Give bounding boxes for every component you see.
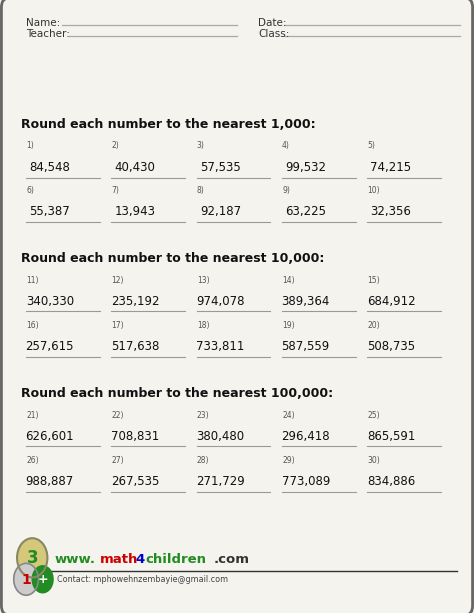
- Text: 865,591: 865,591: [367, 430, 415, 443]
- Text: 17): 17): [111, 321, 124, 330]
- Text: 24): 24): [282, 411, 295, 420]
- Text: 508,735: 508,735: [367, 340, 415, 353]
- Text: 257,615: 257,615: [26, 340, 74, 353]
- Text: 13,943: 13,943: [115, 205, 155, 218]
- Text: 26): 26): [26, 456, 39, 465]
- Text: 32,356: 32,356: [371, 205, 411, 218]
- Text: 13): 13): [197, 276, 210, 285]
- Text: 99,532: 99,532: [285, 161, 326, 173]
- Text: 29): 29): [282, 456, 295, 465]
- Text: 25): 25): [367, 411, 380, 420]
- Text: 12): 12): [111, 276, 124, 285]
- Text: 988,887: 988,887: [26, 475, 74, 488]
- Text: 9): 9): [282, 186, 290, 195]
- Circle shape: [14, 563, 38, 595]
- Text: 40,430: 40,430: [115, 161, 155, 173]
- Text: 8): 8): [197, 186, 204, 195]
- Text: math: math: [100, 553, 138, 566]
- Text: 733,811: 733,811: [196, 340, 245, 353]
- Text: 3: 3: [27, 549, 38, 568]
- Text: children: children: [146, 553, 207, 566]
- Text: 55,387: 55,387: [29, 205, 70, 218]
- Text: 587,559: 587,559: [282, 340, 330, 353]
- Text: 21): 21): [26, 411, 38, 420]
- Text: 14): 14): [282, 276, 295, 285]
- Text: 23): 23): [197, 411, 210, 420]
- Text: 6): 6): [26, 186, 34, 195]
- Text: 267,535: 267,535: [111, 475, 159, 488]
- Text: Round each number to the nearest 10,000:: Round each number to the nearest 10,000:: [21, 253, 325, 265]
- Text: 22): 22): [111, 411, 124, 420]
- Text: 57,535: 57,535: [200, 161, 241, 173]
- Circle shape: [32, 566, 53, 593]
- Text: 30): 30): [367, 456, 380, 465]
- Text: 626,601: 626,601: [26, 430, 74, 443]
- Text: www.: www.: [55, 553, 95, 566]
- Text: 684,912: 684,912: [367, 295, 415, 308]
- Text: .com: .com: [213, 553, 249, 566]
- Text: 834,886: 834,886: [367, 475, 415, 488]
- Text: 708,831: 708,831: [111, 430, 159, 443]
- Text: 3): 3): [197, 142, 205, 150]
- Text: 19): 19): [282, 321, 295, 330]
- Text: 517,638: 517,638: [111, 340, 159, 353]
- Text: Round each number to the nearest 1,000:: Round each number to the nearest 1,000:: [21, 118, 316, 131]
- Text: Class:: Class:: [258, 29, 290, 39]
- Text: Date:: Date:: [258, 18, 287, 28]
- Text: 4): 4): [282, 142, 290, 150]
- Text: 2): 2): [111, 142, 119, 150]
- Text: 84,548: 84,548: [29, 161, 70, 173]
- Text: 18): 18): [197, 321, 209, 330]
- Text: 5): 5): [367, 142, 375, 150]
- Text: 271,729: 271,729: [196, 475, 245, 488]
- Text: 92,187: 92,187: [200, 205, 241, 218]
- Text: Name:: Name:: [26, 18, 60, 28]
- Text: 773,089: 773,089: [282, 475, 330, 488]
- Text: 1: 1: [21, 573, 31, 587]
- Text: 7): 7): [111, 186, 119, 195]
- Text: 380,480: 380,480: [196, 430, 245, 443]
- Circle shape: [17, 538, 47, 577]
- Text: 15): 15): [367, 276, 380, 285]
- Text: 1): 1): [26, 142, 34, 150]
- Text: 16): 16): [26, 321, 39, 330]
- Text: Round each number to the nearest 100,000:: Round each number to the nearest 100,000…: [21, 387, 333, 400]
- Text: 296,418: 296,418: [282, 430, 330, 443]
- Text: 389,364: 389,364: [282, 295, 330, 308]
- Text: 4: 4: [135, 553, 145, 566]
- Text: 10): 10): [367, 186, 380, 195]
- Text: +: +: [37, 573, 48, 587]
- Text: 974,078: 974,078: [196, 295, 245, 308]
- Text: 340,330: 340,330: [26, 295, 74, 308]
- Text: 20): 20): [367, 321, 380, 330]
- Text: 27): 27): [111, 456, 124, 465]
- Text: 235,192: 235,192: [111, 295, 159, 308]
- Text: Contact: mphowehnzembayie@gmail.com: Contact: mphowehnzembayie@gmail.com: [57, 576, 228, 584]
- Text: 28): 28): [197, 456, 209, 465]
- Text: 11): 11): [26, 276, 38, 285]
- Text: Teacher:: Teacher:: [26, 29, 70, 39]
- Text: 63,225: 63,225: [285, 205, 326, 218]
- Text: 74,215: 74,215: [371, 161, 411, 173]
